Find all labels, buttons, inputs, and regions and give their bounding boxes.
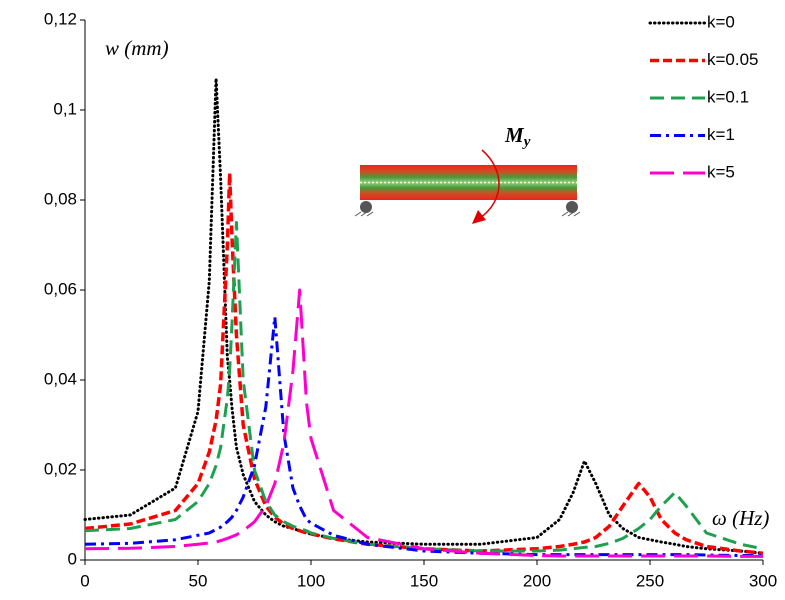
x-tick-label: 0 <box>80 571 89 590</box>
legend-label: k=1 <box>707 125 735 144</box>
x-tick-label: 150 <box>410 571 438 590</box>
series-line <box>84 315 763 557</box>
x-tick-label: 300 <box>749 571 777 590</box>
moment-label: My <box>504 123 531 151</box>
y-tick-label: 0,12 <box>44 9 77 28</box>
x-tick-label: 100 <box>297 571 325 590</box>
series-line <box>84 171 764 555</box>
y-tick-label: 0,08 <box>44 189 77 208</box>
y-tick-label: 0,02 <box>44 459 77 478</box>
x-tick-label: 50 <box>189 571 208 590</box>
y-tick-label: 0,06 <box>44 279 77 298</box>
x-tick-label: 250 <box>636 571 664 590</box>
y-axis-label: w (mm) <box>105 36 169 60</box>
x-tick-label: 200 <box>523 571 551 590</box>
y-tick-label: 0,1 <box>53 99 77 118</box>
series-line <box>84 221 764 553</box>
legend-label: k=0.1 <box>707 87 749 106</box>
legend-label: k=0 <box>707 12 735 31</box>
y-tick-label: 0 <box>68 549 77 568</box>
legend-label: k=5 <box>707 162 735 181</box>
beam-diagram: My <box>354 123 581 224</box>
series-line <box>84 288 763 558</box>
y-tick-label: 0,04 <box>44 369 77 388</box>
series-line <box>83 77 765 555</box>
x-axis-label: ω (Hz) <box>712 506 769 530</box>
legend-label: k=0.05 <box>707 50 759 69</box>
